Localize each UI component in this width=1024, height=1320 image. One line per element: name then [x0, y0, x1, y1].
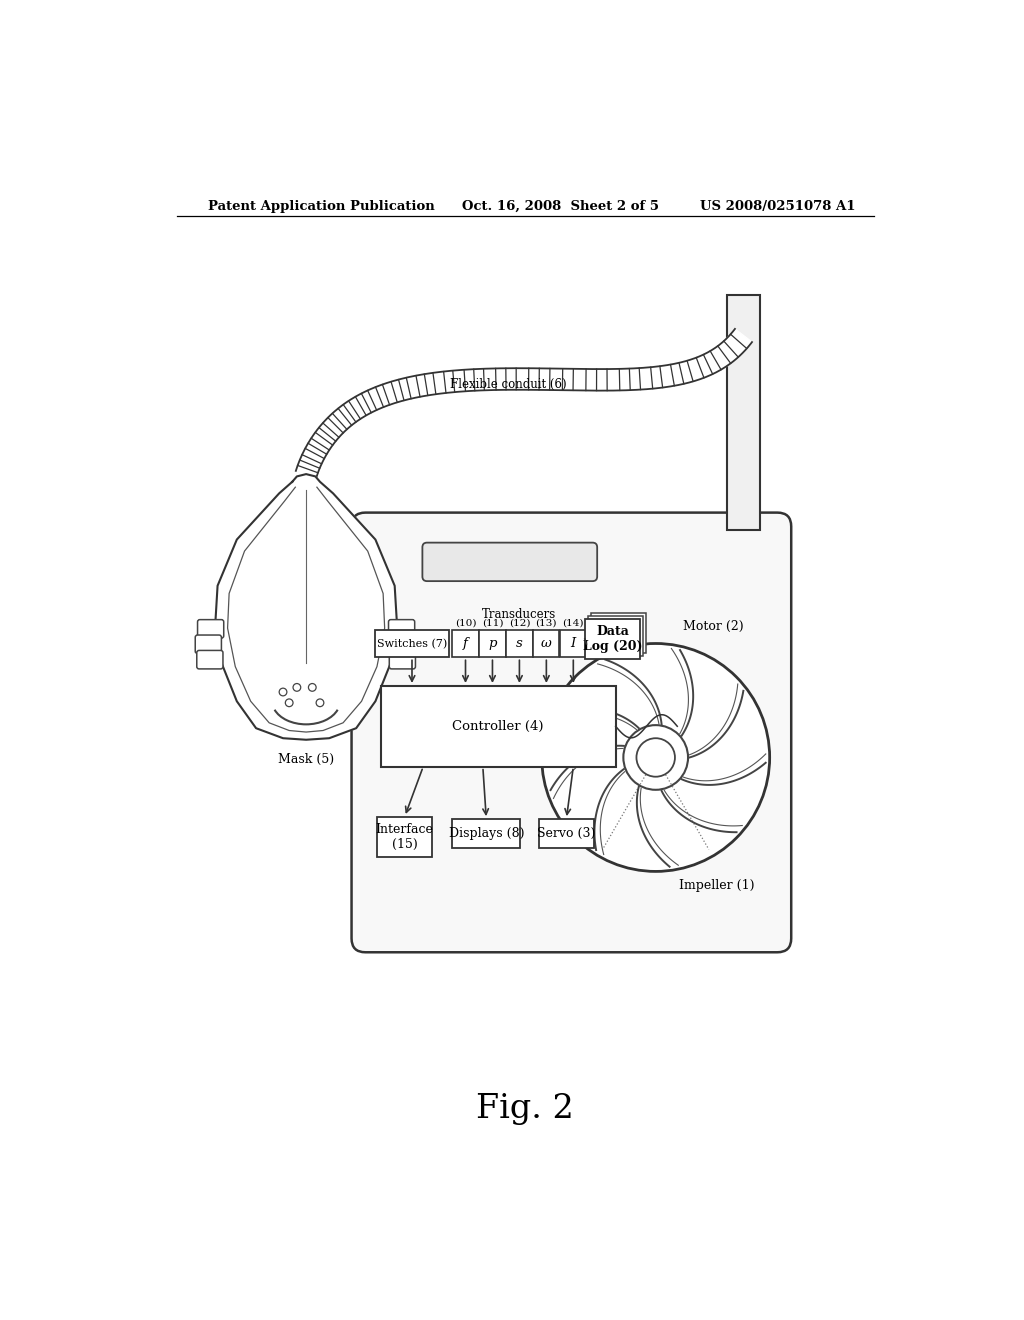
Text: Controller (4): Controller (4): [453, 719, 544, 733]
Circle shape: [308, 684, 316, 692]
Text: p: p: [488, 638, 497, 651]
FancyBboxPatch shape: [389, 651, 416, 669]
Text: s: s: [516, 638, 523, 651]
Circle shape: [316, 700, 324, 706]
Text: Data
Log (20): Data Log (20): [583, 624, 642, 653]
Text: (12): (12): [509, 619, 530, 628]
Circle shape: [542, 644, 770, 871]
Bar: [534, 631, 559, 657]
Text: (10): (10): [455, 619, 476, 628]
Text: Flexible conduit (6): Flexible conduit (6): [450, 378, 566, 391]
Text: (11): (11): [481, 619, 503, 628]
Polygon shape: [296, 329, 752, 478]
Text: Servo (3): Servo (3): [538, 828, 596, 841]
Bar: [381, 686, 615, 767]
Circle shape: [637, 738, 675, 776]
Circle shape: [286, 700, 293, 706]
Text: Transducers: Transducers: [482, 607, 556, 620]
Text: (13): (13): [536, 619, 557, 628]
Circle shape: [280, 688, 287, 696]
Bar: [479, 631, 506, 657]
Text: f: f: [463, 638, 468, 651]
FancyBboxPatch shape: [196, 635, 221, 653]
Text: Switches (7): Switches (7): [377, 639, 447, 649]
Bar: [727, 296, 760, 531]
Text: Fig. 2: Fig. 2: [476, 1093, 573, 1126]
Text: Oct. 16, 2008  Sheet 2 of 5: Oct. 16, 2008 Sheet 2 of 5: [462, 199, 658, 213]
Bar: [453, 631, 478, 657]
Bar: [506, 631, 532, 657]
FancyBboxPatch shape: [197, 651, 223, 669]
Bar: [591, 612, 646, 653]
Bar: [453, 818, 520, 849]
Text: Interface
(15): Interface (15): [376, 822, 433, 851]
Text: Mask (5): Mask (5): [279, 752, 334, 766]
FancyBboxPatch shape: [388, 619, 415, 638]
Bar: [377, 817, 432, 857]
Text: Impeller (1): Impeller (1): [679, 879, 755, 892]
Bar: [588, 616, 643, 656]
Circle shape: [624, 725, 688, 789]
Bar: [560, 631, 587, 657]
Text: I: I: [570, 638, 575, 651]
Polygon shape: [215, 474, 397, 739]
Text: Displays (8): Displays (8): [449, 828, 524, 841]
FancyBboxPatch shape: [391, 635, 417, 653]
Circle shape: [293, 684, 301, 692]
Bar: [376, 631, 449, 657]
Text: ω: ω: [541, 638, 552, 651]
Text: Motor (2): Motor (2): [683, 620, 743, 634]
Bar: [539, 818, 594, 849]
Text: Patent Application Publication: Patent Application Publication: [208, 199, 434, 213]
FancyBboxPatch shape: [198, 619, 223, 638]
FancyBboxPatch shape: [351, 512, 792, 952]
Text: (14): (14): [562, 619, 584, 628]
Bar: [585, 619, 640, 659]
FancyBboxPatch shape: [422, 543, 597, 581]
Text: US 2008/0251078 A1: US 2008/0251078 A1: [700, 199, 856, 213]
